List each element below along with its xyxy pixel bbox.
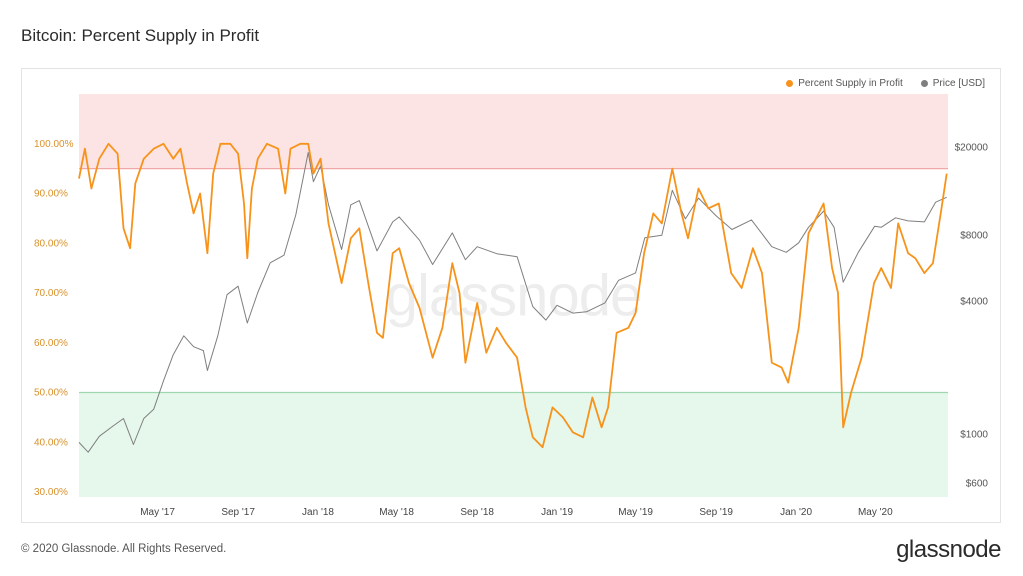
y-tick-left-label: 90.00%: [34, 189, 68, 200]
y-tick-left-label: 40.00%: [34, 437, 68, 448]
y-axis-right: $600 $1000 $4000 $8000 $20000: [955, 143, 989, 490]
chart-legend: Percent Supply in Profit Price [USD]: [786, 78, 985, 89]
series-line-profit: [78, 142, 948, 449]
brand-logo[interactable]: glassnode: [896, 536, 1001, 563]
legend-dot-price: [920, 80, 928, 87]
y-tick-left-label: 100.00%: [34, 139, 74, 150]
x-tick-label: Jan '20: [780, 507, 812, 518]
watermark: glassnode: [386, 264, 641, 329]
x-tick-label: Sep '18: [460, 507, 494, 518]
legend-item-price[interactable]: Price [USD]: [920, 78, 985, 89]
page-title: Bitcoin: Percent Supply in Profit: [21, 26, 260, 45]
x-tick-label: Jan '19: [541, 507, 573, 518]
y-tick-left-label: 80.00%: [34, 238, 68, 249]
x-tick-label: Sep '19: [699, 507, 733, 518]
x-axis: May '17 Sep '17 Jan '18 May '18 Sep '18 Jan '…: [140, 507, 893, 518]
legend-label-price: Price [USD]: [932, 78, 985, 89]
y-tick-right-label: $20000: [955, 143, 989, 154]
legend-item-profit[interactable]: Percent Supply in Profit: [786, 78, 903, 89]
y-tick-left-label: 30.00%: [34, 487, 68, 498]
legend-dot-profit: [786, 80, 794, 87]
y-tick-left-label: 60.00%: [34, 338, 68, 349]
x-tick-label: May '18: [379, 507, 414, 518]
series-line-price: [78, 152, 947, 453]
x-tick-label: Sep '17: [221, 507, 255, 518]
y-tick-right-label: $1000: [960, 429, 988, 440]
y-tick-left-label: 70.00%: [34, 288, 68, 299]
y-tick-left-label: 50.00%: [34, 388, 68, 399]
y-axis-left: 30.00% 40.00% 50.00% 60.00% 70.00% 80.00% 90.0…: [34, 139, 74, 498]
x-tick-label: May '19: [618, 507, 653, 518]
legend-label-profit: Percent Supply in Profit: [798, 78, 903, 89]
copyright-text: © 2020 Glassnode. All Rights Reserved.: [21, 543, 227, 555]
y-tick-right-label: $600: [966, 478, 989, 489]
x-tick-label: May '20: [858, 507, 893, 518]
x-tick-label: Jan '18: [302, 507, 334, 518]
upper-band: [79, 94, 948, 169]
x-tick-label: May '17: [140, 507, 175, 518]
y-tick-right-label: $8000: [960, 230, 988, 241]
lower-band: [79, 392, 948, 497]
y-tick-right-label: $4000: [960, 297, 988, 308]
